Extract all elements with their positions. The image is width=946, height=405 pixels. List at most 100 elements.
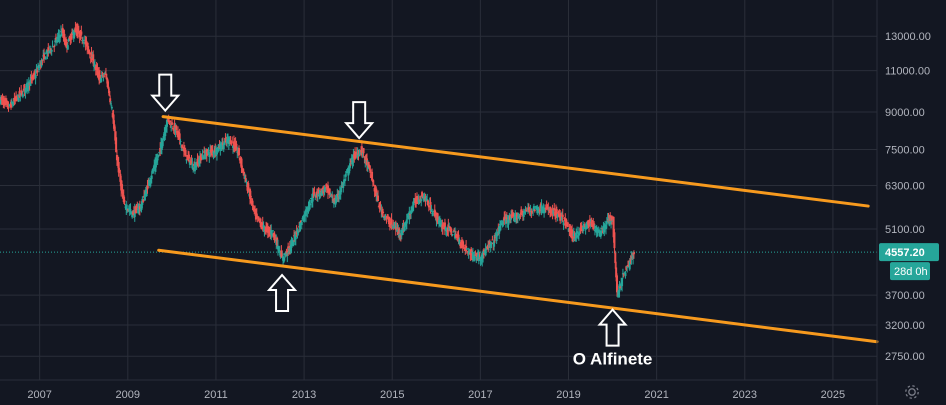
candle-body [525,209,528,211]
candle-body [43,52,46,54]
candle-body [465,248,468,250]
candle-body [171,122,174,125]
last-price-value: 4557.20 [885,247,925,259]
candle-body [289,244,292,252]
time-tick-label: 2023 [733,389,757,401]
candle-body [513,217,516,222]
candle-body [560,216,563,220]
candle-body [299,222,302,231]
candle-body [382,216,385,219]
candle-body [158,151,161,153]
candle-body [608,218,611,226]
arrow-markers[interactable] [150,73,628,347]
annotation-label: O Alfinete [573,349,653,368]
price-tick-label: 2750.00 [885,351,925,363]
candle-body [12,101,15,105]
candle-body [348,166,351,174]
candle-body [582,226,585,229]
candle-body [235,143,238,151]
candle-body [29,79,32,86]
candle-body [418,200,421,204]
trend-line-lower-channel[interactable] [157,248,879,344]
time-tick-label: 2025 [821,389,845,401]
candle-body [485,248,488,250]
candle-body [628,260,631,270]
candle-body [349,163,352,168]
channel-lines[interactable] [157,115,879,344]
candle-body [500,223,503,225]
candle-body [292,240,295,247]
candle-body [104,73,107,75]
candle-body [493,237,496,239]
candle-body [294,236,297,240]
candle-body [61,27,64,34]
candle-body [46,51,49,57]
candle-body [93,64,96,67]
candle-body [156,158,159,161]
candle-body [237,148,240,156]
candle-body [321,190,324,196]
arrow-down-icon[interactable] [343,101,375,140]
candle-body [15,98,18,100]
candle-body [145,188,148,197]
candle-body [0,96,2,104]
candle-body [104,73,107,76]
candle-body [82,42,85,44]
candle-body [523,212,526,214]
candle-body [331,196,334,198]
candle-body [296,229,299,233]
candle-body [179,141,182,143]
candle-body [3,100,6,106]
candle-body [321,187,324,190]
candle-body [200,157,203,159]
candle-body [614,251,617,264]
candle-body [56,36,59,39]
candle-body [109,98,112,103]
arrow-down-icon[interactable] [150,73,181,113]
candle-body [203,150,206,154]
candles [0,21,635,298]
candle-body [257,216,260,221]
candle-body [538,210,541,212]
candle-body [210,149,213,152]
candle-body [185,159,188,161]
candle-body [53,46,56,48]
candle-body [226,139,229,144]
candle-body [342,182,345,188]
time-tick-label: 2021 [644,389,668,401]
candle-body [328,188,331,196]
candle-body [369,169,372,173]
candle-body [103,75,106,77]
time-axis: 2007 2009 2011 2013 2015 2017 2019 2021 2023 2025 [27,389,845,401]
arrow-up-icon[interactable] [597,308,628,347]
candle-body [449,227,452,232]
candle-body [207,151,210,154]
time-tick-label: 2013 [292,389,316,401]
arrow-up-icon[interactable] [266,273,298,312]
candle-body [278,250,281,253]
candle-body [448,227,451,230]
candle-body [409,214,412,216]
candle-body [21,94,24,97]
candle-body [92,54,95,64]
candle-body [575,232,578,239]
candle-body [108,90,111,96]
candle-body [421,192,424,197]
candle-body [251,200,254,206]
candle-body [468,250,471,252]
candle-body [305,207,308,209]
trend-line-upper-channel[interactable] [161,115,870,208]
candle-body [533,209,536,211]
candle-body [267,228,270,233]
countdown-timer: 28d 0h [894,266,928,278]
candle-body [223,141,226,145]
candle-body [204,153,207,159]
candle-body [19,93,22,96]
candle-body [32,74,35,79]
candle-body [112,114,115,124]
candle-body [230,141,233,145]
candle-body [461,240,464,248]
candle-body [315,191,318,196]
candle-body [54,37,57,40]
